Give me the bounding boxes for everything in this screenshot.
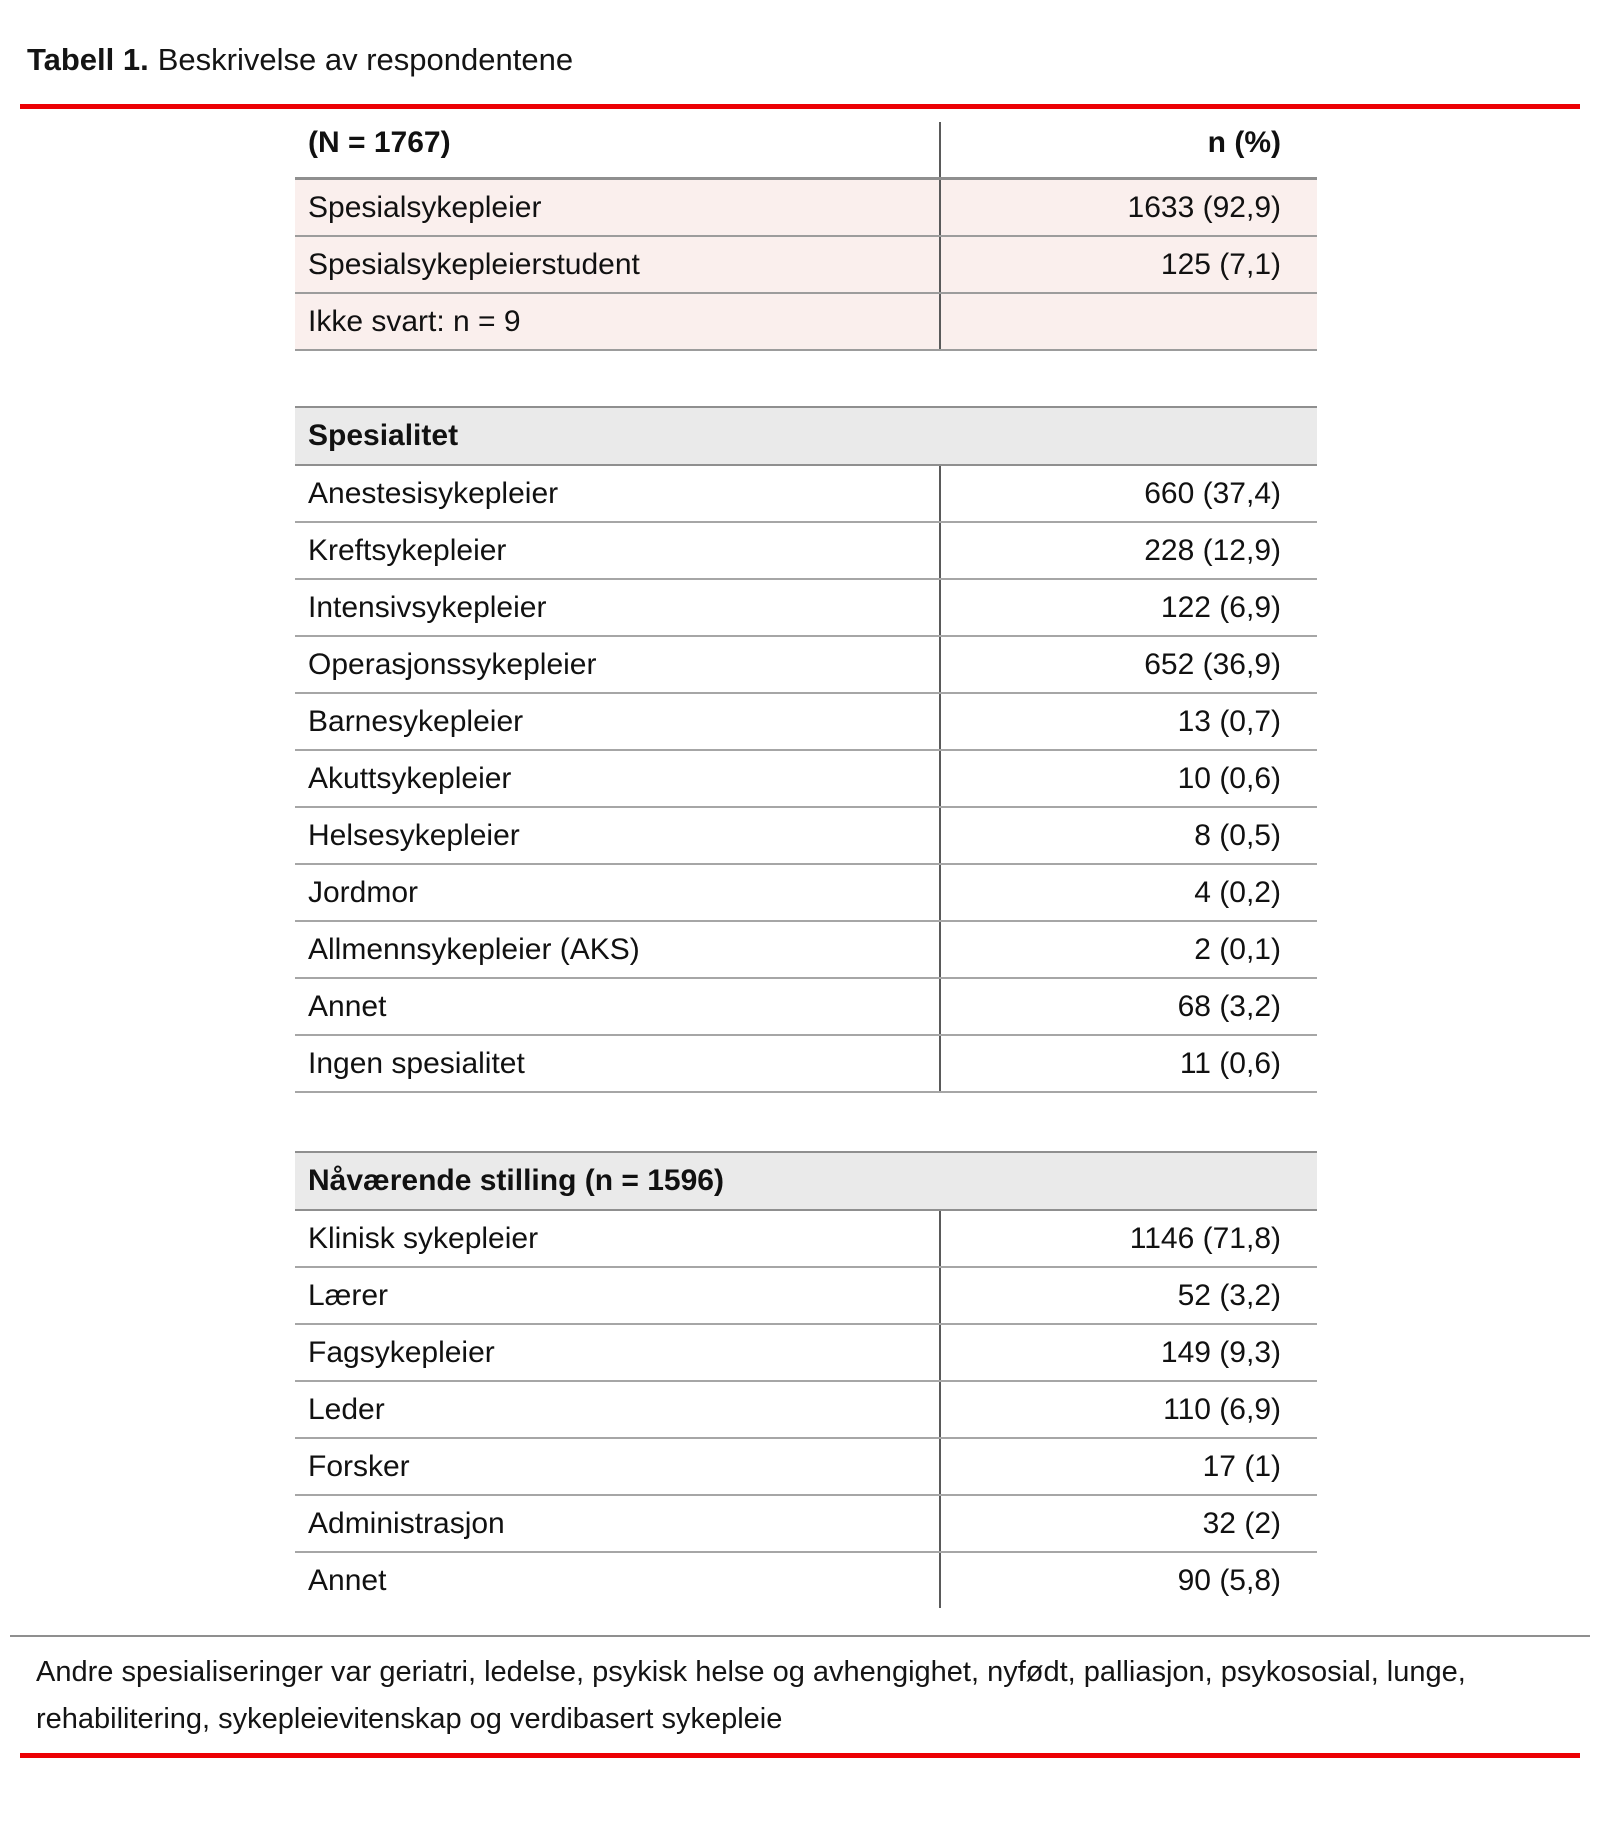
table-row: Akuttsykepleier 10 (0,6) <box>295 751 1317 808</box>
footnote-text: Andre spesialiseringer var geriatri, led… <box>36 1656 1466 1735</box>
row-value: 110 (6,9) <box>939 1382 1317 1437</box>
row-value: 13 (0,7) <box>939 694 1317 749</box>
row-value: 125 (7,1) <box>939 237 1317 292</box>
section-header-stilling: Nåværende stilling (n = 1596) <box>295 1151 1317 1211</box>
row-label: Lærer <box>308 1278 389 1312</box>
row-value: 2 (0,1) <box>939 922 1317 977</box>
section-header-spesialitet: Spesialitet <box>295 406 1317 466</box>
row-label: Jordmor <box>308 875 419 909</box>
row-label: Ikke svart: n = 9 <box>308 304 521 338</box>
row-label: Operasjonssykepleier <box>308 647 597 681</box>
row-label: Annet <box>308 989 387 1023</box>
table-caption: Tabell 1. Beskrivelse av respondentene <box>27 42 1600 78</box>
row-value: 8 (0,5) <box>939 808 1317 863</box>
row-label: Ingen spesialitet <box>308 1046 525 1080</box>
row-label: Klinisk sykepleier <box>308 1221 539 1255</box>
row-label: Spesialsykepleierstudent <box>308 247 640 281</box>
row-value: 10 (0,6) <box>939 751 1317 806</box>
row-label: Leder <box>308 1392 385 1426</box>
row-label: Helsesykepleier <box>308 818 520 852</box>
table-caption-text: Beskrivelse av respondentene <box>157 42 574 77</box>
row-label: Barnesykepleier <box>308 704 524 738</box>
row-label: Kreftsykepleier <box>308 533 507 567</box>
table-row: Anestesisykepleier 660 (37,4) <box>295 466 1317 523</box>
table-row: Administrasjon 32 (2) <box>295 1496 1317 1553</box>
row-value: 122 (6,9) <box>939 580 1317 635</box>
table-row: Klinisk sykepleier 1146 (71,8) <box>295 1211 1317 1268</box>
row-value: 68 (3,2) <box>939 979 1317 1034</box>
row-label: Fagsykepleier <box>308 1335 495 1369</box>
row-value: 32 (2) <box>939 1496 1317 1551</box>
table-row: Leder 110 (6,9) <box>295 1382 1317 1439</box>
row-label: Annet <box>308 1563 387 1597</box>
table-row: Barnesykepleier 13 (0,7) <box>295 694 1317 751</box>
footnote-divider <box>10 1635 1590 1637</box>
row-label: Intensivsykepleier <box>308 590 547 624</box>
row-value: 660 (37,4) <box>939 466 1317 521</box>
table-row: Annet 68 (3,2) <box>295 979 1317 1036</box>
table-row: Forsker 17 (1) <box>295 1439 1317 1496</box>
row-value: 90 (5,8) <box>939 1553 1317 1608</box>
table-row: Spesialsykepleierstudent 125 (7,1) <box>295 237 1317 294</box>
table-row: Helsesykepleier 8 (0,5) <box>295 808 1317 865</box>
row-value: 149 (9,3) <box>939 1325 1317 1380</box>
row-value: 1146 (71,8) <box>939 1211 1317 1266</box>
table-row: Lærer 52 (3,2) <box>295 1268 1317 1325</box>
row-value: 228 (12,9) <box>939 523 1317 578</box>
table-row: Jordmor 4 (0,2) <box>295 865 1317 922</box>
top-red-rule <box>20 104 1580 109</box>
bottom-red-rule <box>20 1753 1580 1758</box>
row-value: 52 (3,2) <box>939 1268 1317 1323</box>
table-row: Fagsykepleier 149 (9,3) <box>295 1325 1317 1382</box>
table-row: Allmennsykepleier (AKS) 2 (0,1) <box>295 922 1317 979</box>
row-label: Allmennsykepleier (AKS) <box>308 932 640 966</box>
table-row: Ikke svart: n = 9 <box>295 294 1317 351</box>
table-row: Kreftsykepleier 228 (12,9) <box>295 523 1317 580</box>
row-value: 17 (1) <box>939 1439 1317 1494</box>
row-label: Spesialsykepleier <box>308 190 542 224</box>
table-row: Spesialsykepleier 1633 (92,9) <box>295 180 1317 237</box>
column-header-n-percent: n (%) <box>1207 126 1281 159</box>
row-value: 652 (36,9) <box>939 637 1317 692</box>
table-row: Ingen spesialitet 11 (0,6) <box>295 1036 1317 1093</box>
column-header-n-total: (N = 1767) <box>308 126 451 159</box>
row-value <box>939 294 1317 349</box>
row-label: Anestesisykepleier <box>308 476 559 510</box>
row-label: Akuttsykepleier <box>308 761 512 795</box>
table-caption-number: Tabell 1. <box>27 42 149 77</box>
row-label: Administrasjon <box>308 1506 505 1540</box>
column-header-row: (N = 1767) n (%) <box>295 109 1317 180</box>
row-value: 1633 (92,9) <box>939 180 1317 235</box>
column-divider <box>939 122 941 177</box>
table-row: Annet 90 (5,8) <box>295 1553 1317 1608</box>
table-row: Intensivsykepleier 122 (6,9) <box>295 580 1317 637</box>
row-label: Forsker <box>308 1449 410 1483</box>
row-value: 4 (0,2) <box>939 865 1317 920</box>
table-row: Operasjonssykepleier 652 (36,9) <box>295 637 1317 694</box>
row-value: 11 (0,6) <box>939 1036 1317 1091</box>
respondents-table: (N = 1767) n (%) Spesialsykepleier 1633 … <box>295 109 1317 1608</box>
section-gap <box>295 1093 1317 1151</box>
section-gap <box>295 351 1317 406</box>
